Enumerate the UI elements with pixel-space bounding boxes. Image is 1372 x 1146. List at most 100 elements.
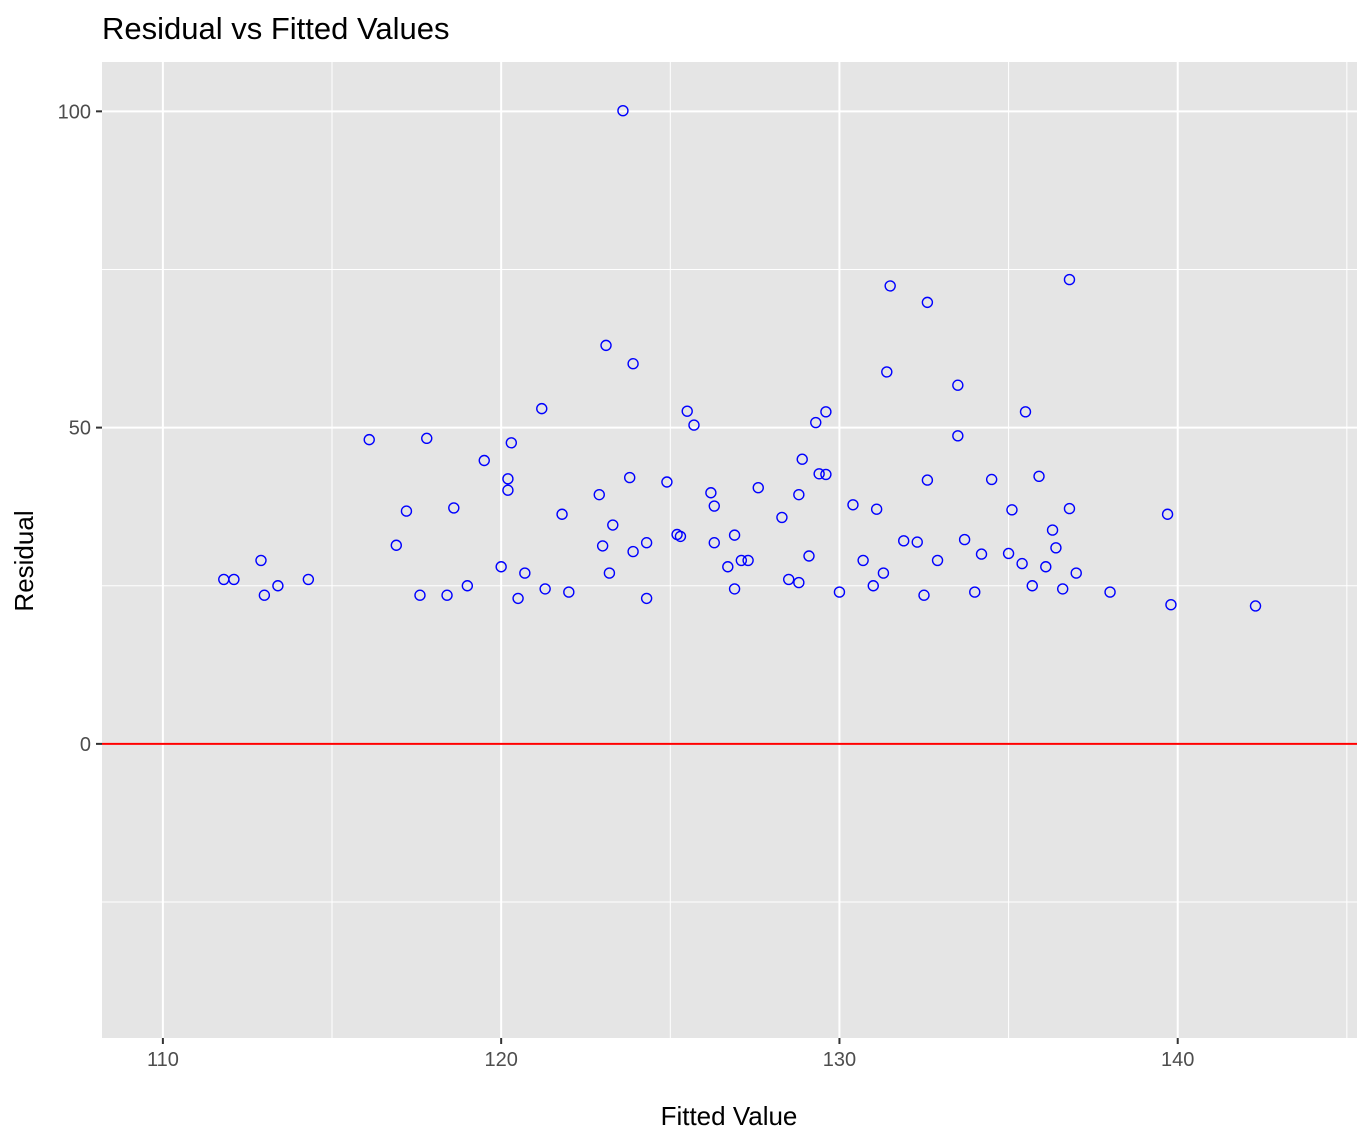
data-point: [1046, 524, 1059, 536]
data-point: [921, 296, 934, 309]
data-point: [390, 539, 402, 551]
data-point: [363, 433, 375, 446]
data-point: [958, 533, 971, 546]
x-tick-label: 120: [484, 1049, 517, 1071]
data-point: [607, 519, 619, 531]
chart-title: Residual vs Fitted Values: [102, 11, 449, 46]
y-axis-ticks: 0 50 100: [58, 101, 102, 756]
data-point: [596, 540, 609, 552]
data-point: [539, 583, 551, 595]
data-point: [1104, 586, 1116, 598]
data-point: [708, 500, 720, 512]
data-point: [688, 419, 700, 431]
data-point: [536, 402, 548, 415]
plot-panel: [102, 62, 1357, 1038]
data-point: [272, 580, 284, 592]
data-point: [1033, 470, 1045, 483]
data-point: [502, 484, 514, 496]
y-tick-label: 0: [80, 734, 91, 756]
data-point: [833, 586, 846, 598]
data-point: [255, 554, 267, 567]
data-point: [705, 487, 717, 499]
data-point: [708, 537, 720, 549]
data-point: [495, 561, 507, 573]
data-point: [911, 536, 923, 548]
data-point: [1006, 504, 1018, 516]
data-point: [1040, 561, 1052, 573]
data-point: [502, 473, 514, 485]
data-point: [421, 432, 433, 445]
data-point: [969, 586, 981, 598]
data-point: [952, 430, 964, 442]
data-point: [1161, 508, 1174, 520]
data-point: [563, 586, 575, 598]
data-point: [722, 561, 734, 573]
data-points: [218, 105, 1262, 612]
data-point: [627, 358, 639, 370]
x-axis-ticks: 110 120 130 140: [147, 1038, 1194, 1071]
x-axis-title: Fitted Value: [661, 1101, 798, 1131]
data-point: [258, 589, 271, 601]
x-tick-label: 140: [1161, 1049, 1194, 1071]
data-point: [627, 545, 639, 558]
data-point: [1249, 600, 1262, 612]
data-point: [593, 488, 605, 501]
data-point: [461, 580, 474, 592]
data-point: [1016, 557, 1028, 570]
data-point: [776, 511, 788, 524]
data-point: [752, 481, 764, 494]
data-point: [1165, 599, 1177, 611]
data-point: [870, 503, 883, 515]
data-point: [985, 473, 998, 486]
data-point: [228, 573, 240, 586]
data-point: [603, 567, 616, 579]
data-point: [681, 405, 693, 417]
data-point: [1002, 547, 1015, 560]
data-point: [931, 554, 944, 567]
data-point: [624, 471, 636, 484]
data-point: [735, 554, 748, 567]
data-point: [671, 528, 683, 541]
data-point: [898, 535, 910, 547]
y-axis-title: Residual: [9, 510, 39, 611]
data-point: [478, 454, 490, 467]
data-point: [918, 589, 930, 601]
data-point: [742, 554, 754, 567]
data-point: [617, 105, 629, 117]
data-point: [820, 468, 832, 481]
data-point: [640, 537, 653, 549]
y-tick-label: 100: [58, 101, 91, 123]
data-point: [448, 502, 460, 514]
data-point: [600, 339, 612, 352]
data-point: [1050, 542, 1062, 554]
y-tick-label: 50: [69, 418, 91, 440]
data-point: [640, 592, 653, 605]
data-point: [803, 550, 815, 562]
data-point: [847, 499, 859, 511]
data-point: [796, 453, 808, 465]
data-point: [302, 573, 315, 586]
data-point: [512, 592, 524, 605]
data-point: [975, 548, 988, 560]
data-point: [810, 416, 822, 429]
data-point: [1063, 502, 1076, 515]
data-point: [414, 589, 426, 601]
data-point: [921, 474, 934, 486]
data-point: [441, 589, 453, 601]
data-point: [1026, 580, 1038, 592]
data-point: [1070, 567, 1082, 579]
data-point: [519, 567, 531, 579]
data-point: [1063, 273, 1076, 286]
minor-gridlines: [102, 62, 1357, 1038]
data-point: [867, 580, 879, 592]
data-point: [813, 468, 825, 480]
data-point: [505, 437, 518, 449]
data-point: [400, 505, 413, 517]
data-point: [782, 573, 795, 586]
data-point: [881, 366, 893, 378]
data-point: [728, 529, 741, 541]
data-point: [556, 508, 568, 520]
data-point: [661, 476, 673, 488]
data-point: [1019, 406, 1032, 418]
data-point: [877, 567, 890, 579]
